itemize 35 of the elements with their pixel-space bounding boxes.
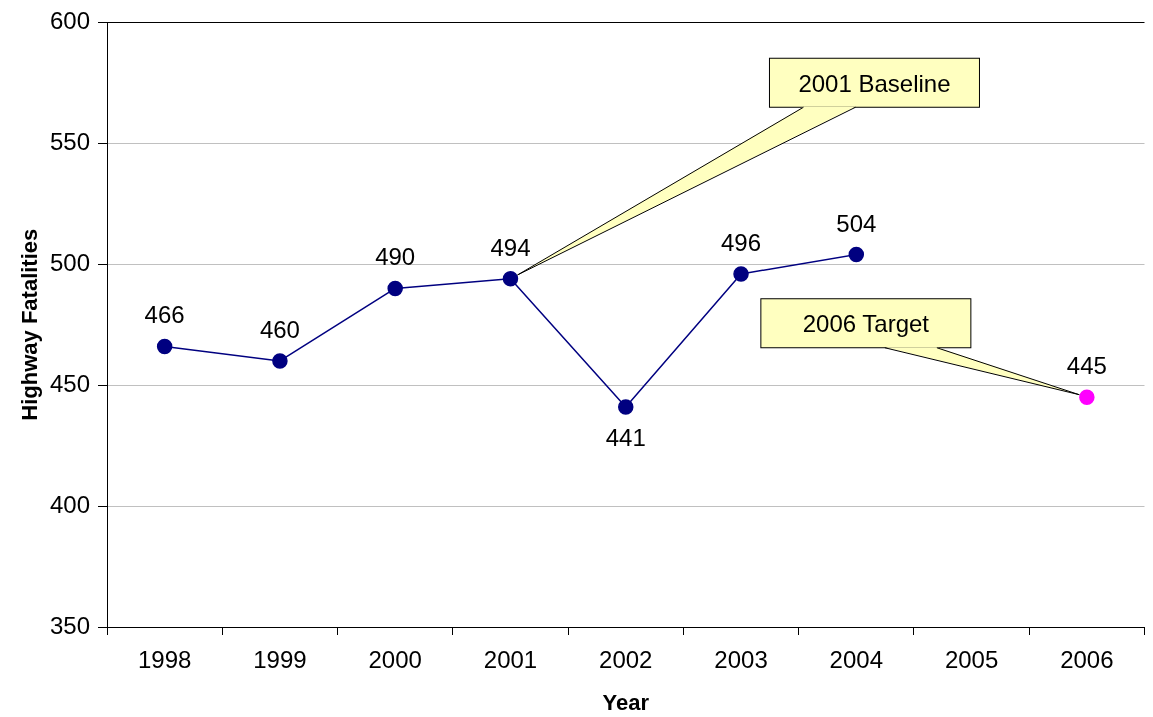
- data-label: 496: [721, 228, 762, 256]
- data-label: 445: [1066, 352, 1107, 380]
- point: [272, 353, 288, 369]
- y-tick-label: 350: [49, 611, 90, 639]
- x-axis-title: Year: [602, 689, 650, 715]
- point: [848, 246, 865, 263]
- y-tick-label: 450: [49, 369, 90, 397]
- x-tick-label: 2001: [483, 646, 538, 674]
- data-label: 504: [836, 209, 877, 237]
- x-tick-label: 1999: [253, 646, 307, 674]
- y-axis-title: Highway Fatalities: [17, 228, 43, 421]
- y-tick-label: 600: [49, 7, 90, 35]
- x-tick-label: 2000: [368, 646, 422, 674]
- x-tick-label: 2004: [829, 646, 883, 674]
- x-tick-label: 2005: [944, 646, 999, 674]
- annotation: 2006 Target: [802, 310, 930, 338]
- x-tick-label: 2006: [1060, 646, 1114, 674]
- data-label: 494: [490, 233, 531, 261]
- point: [733, 266, 749, 282]
- data-label: 490: [375, 243, 416, 271]
- point: [156, 338, 173, 355]
- point: [1079, 389, 1095, 405]
- point: [502, 271, 519, 287]
- x-tick-label: 2002: [599, 646, 653, 674]
- point: [618, 399, 634, 415]
- annotation: 2001 Baseline: [798, 69, 951, 97]
- x-tick-label: 1998: [137, 646, 192, 674]
- y-tick-label: 550: [49, 127, 90, 155]
- data-label: 466: [144, 301, 185, 329]
- point: [387, 280, 403, 297]
- y-tick-label: 500: [49, 248, 90, 276]
- y-tick-label: 400: [49, 490, 90, 518]
- data-label: 441: [605, 423, 646, 451]
- data-label: 460: [259, 315, 300, 343]
- x-tick-label: 2003: [714, 646, 768, 674]
